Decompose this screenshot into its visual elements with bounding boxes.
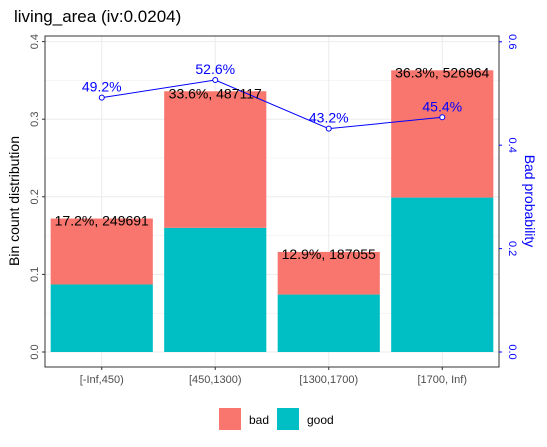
y-tick-label: 0.4: [29, 34, 41, 49]
bar-good-2: [277, 294, 380, 352]
bar-bad-3: [391, 70, 494, 198]
bad-probability-label-1: 52.6%: [195, 61, 235, 77]
bars: [50, 70, 494, 352]
bar-bad-0: [50, 218, 153, 285]
bad-probability-polyline: [101, 79, 443, 130]
bar-good-0: [50, 284, 153, 352]
bar-good-1: [164, 227, 267, 352]
bar-bad-2: [277, 251, 380, 295]
y-right-tick-label: 0.6: [506, 34, 518, 49]
y-axis-left: 0.0 0.1 0.2 0.3 0.4: [29, 34, 45, 360]
x-tick-label: [-Inf,450): [80, 374, 124, 386]
legend-good-swatch: [277, 408, 299, 430]
bad-probability-point-0: [98, 94, 105, 101]
bad-probability-line: 49.2% 52.6% 43.2% 45.4%: [82, 61, 462, 132]
bad-probability-label-0: 49.2%: [82, 79, 122, 95]
bar-label-2: 12.9%, 187055: [282, 246, 376, 262]
bad-probability-label-2: 43.2%: [309, 110, 349, 126]
bad-probability-label-3: 45.4%: [422, 98, 462, 114]
legend-good-label: good: [307, 413, 334, 427]
panel-border: [44, 35, 500, 368]
y-right-tick-label: 0.0: [506, 344, 518, 359]
y-axis-right: 0.0 0.2 0.4 0.6: [499, 34, 518, 360]
y-axis-right-title: Bad probability: [522, 155, 538, 248]
y-right-tick-label: 0.2: [506, 241, 518, 256]
y-tick-label: 0.3: [29, 112, 41, 127]
bar-good-3: [391, 197, 494, 352]
bar-label-1: 33.6%, 487117: [169, 85, 262, 101]
bad-probability-point-1: [212, 77, 219, 84]
y-right-tick-label: 0.4: [506, 138, 518, 153]
bar-label-0: 17.2%, 249691: [55, 213, 149, 229]
bad-probability-point-2: [325, 125, 332, 132]
legend: bad good: [219, 408, 334, 430]
x-tick-label: [1300,1700): [299, 374, 358, 386]
y-tick-label: 0.0: [29, 344, 41, 359]
x-tick-label: [1700, Inf): [417, 374, 467, 386]
y-tick-label: 0.2: [29, 189, 41, 204]
x-tick-label: [450,1300): [189, 374, 242, 386]
bar-label-3: 36.3%, 526964: [395, 64, 489, 80]
bad-probability-point-3: [439, 114, 446, 121]
chart-title: living_area (iv:0.0204): [14, 7, 181, 26]
y-axis-title: Bin count distribution: [6, 136, 22, 266]
bar-bad-1: [164, 91, 267, 228]
y-tick-label: 0.1: [29, 267, 41, 282]
x-axis: [-Inf,450) [450,1300) [1300,1700) [1700, In…: [80, 367, 467, 386]
legend-bad-label: bad: [249, 413, 269, 427]
legend-bad-swatch: [219, 408, 241, 430]
bar-labels: 17.2%, 249691 33.6%, 487117 12.9%, 187055 3…: [55, 64, 490, 262]
